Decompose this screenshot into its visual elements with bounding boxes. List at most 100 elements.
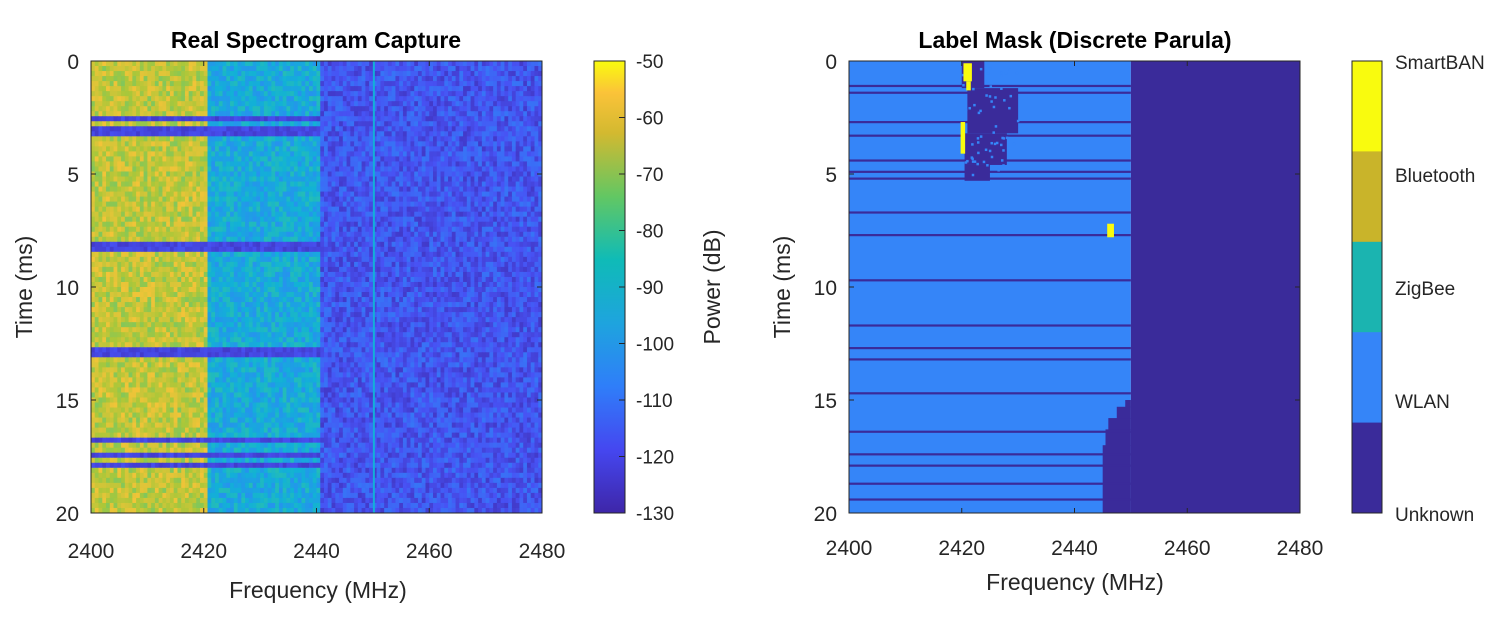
spectrogram-cell (256, 236, 261, 243)
spectrogram-cell (166, 91, 171, 97)
spectrogram-cell (109, 181, 115, 188)
spectrogram-cell (485, 226, 490, 233)
spectrogram-cell (207, 61, 212, 67)
spectrogram-cell (132, 106, 137, 112)
spectrogram-cell (233, 236, 239, 243)
spectrogram-cell (451, 71, 457, 77)
spectrogram-cell (267, 76, 272, 82)
spectrogram-cell (207, 86, 212, 92)
spectrogram-cell (485, 261, 490, 268)
spectrogram-cell (98, 71, 103, 77)
spectrogram-cell (451, 206, 457, 213)
spectrogram-cell (166, 206, 171, 213)
spectrogram-cell (414, 211, 419, 218)
spectrogram-cell (169, 181, 175, 188)
spectrogram-cell (316, 66, 321, 72)
spectrogram-cell (327, 101, 333, 107)
spectrogram-cell (102, 191, 107, 198)
spectrogram-cell (354, 176, 359, 183)
spectrogram-cell (305, 76, 310, 82)
spectrogram-cell (320, 76, 325, 82)
spectrogram-cell (448, 126, 453, 132)
spectrogram-cell (534, 146, 539, 152)
spectrogram-cell (158, 71, 164, 77)
spectrogram-cell (500, 236, 506, 243)
spectrogram-cell (493, 221, 498, 228)
spectrogram-cell (515, 256, 521, 263)
spectrogram-cell (106, 216, 111, 223)
spectrogram-cell (478, 66, 483, 72)
spectrogram-cell (508, 121, 513, 127)
spectrogram-cell (369, 266, 374, 273)
spectrogram-cell (455, 156, 460, 163)
spectrogram-cell (263, 91, 269, 97)
spectrogram-cell (444, 181, 449, 188)
spectrogram-cell (350, 126, 355, 132)
spectrogram-cell (181, 211, 186, 218)
spectrogram-cell (402, 96, 408, 102)
spectrogram-cell (433, 251, 438, 258)
spectrogram-cell (218, 91, 224, 97)
spectrogram-cell (508, 226, 513, 233)
spectrogram-cell (241, 146, 246, 152)
spectrogram-cell (451, 116, 457, 122)
spectrogram-cell (121, 161, 126, 168)
spectrogram-cell (218, 261, 224, 268)
spectrogram-cell (500, 216, 506, 223)
spectrogram-cell (429, 251, 434, 258)
spectrogram-cell (372, 101, 378, 107)
spectrogram-cell (365, 266, 370, 273)
spectrogram-cell (376, 161, 381, 168)
spectrogram-cell (327, 216, 333, 223)
spectrogram-cell (222, 141, 227, 147)
spectrogram-cell (166, 156, 171, 163)
spectrogram-cell (440, 191, 445, 198)
spectrogram-cell (421, 146, 427, 152)
spectrogram-cell (237, 131, 242, 137)
spectrogram-cell (538, 196, 542, 203)
spectrogram-cell (121, 151, 126, 158)
spectrogram-cell (215, 261, 220, 268)
spectrogram-cell (448, 256, 453, 263)
spectrogram-cell (106, 231, 111, 238)
spectrogram-cell (470, 166, 475, 173)
spectrogram-cell (316, 251, 321, 258)
spectrogram-cell (508, 196, 513, 203)
spectrogram-cell (158, 126, 164, 132)
spectrogram-cell (199, 191, 205, 198)
spectrogram-cell (489, 91, 494, 97)
spectrogram-cell (215, 211, 220, 218)
spectrogram-cell (248, 266, 254, 273)
spectrogram-cell (124, 121, 130, 127)
spectrogram-cell (489, 61, 494, 67)
spectrogram-cell (395, 151, 400, 158)
spectrogram-cell (263, 231, 269, 238)
spectrogram-cell (530, 241, 536, 248)
spectrogram-cell (380, 86, 385, 92)
spectrogram-cell (414, 121, 419, 127)
spectrogram-cell (196, 76, 201, 82)
spectrogram-cell (493, 76, 498, 82)
spectrogram-cell (312, 81, 318, 87)
spectrogram-cell (538, 161, 542, 168)
spectrogram-cell (369, 171, 374, 178)
spectrogram-cell (241, 66, 246, 72)
spectrogram-cell (369, 256, 374, 263)
spectrogram-cell (515, 131, 521, 137)
spectrogram-cell (98, 206, 103, 213)
spectrogram-cell (526, 86, 532, 92)
spectrogram-cell (256, 216, 261, 223)
spectrogram-cell (489, 186, 494, 193)
spectrogram-cell (91, 241, 96, 248)
spectrogram-cell (538, 91, 542, 97)
spectrogram-cell (241, 236, 246, 243)
spectrogram-cell (181, 136, 186, 142)
spectrogram-cell (162, 226, 167, 233)
spectrogram-cell (188, 121, 194, 127)
spectrogram-cell (94, 266, 100, 273)
spectrogram-cell (158, 231, 164, 238)
spectrogram-cell (290, 226, 295, 233)
spectrogram-cell (98, 126, 103, 132)
spectrogram-cell (436, 76, 442, 82)
spectrogram-cell (335, 206, 340, 213)
